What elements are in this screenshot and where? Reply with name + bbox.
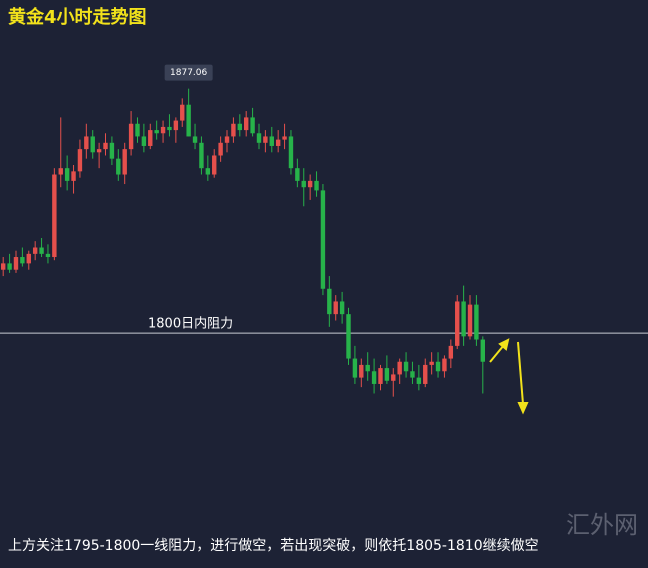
candle-body (371, 371, 377, 384)
candle-body (435, 361, 441, 372)
candle-body (116, 158, 121, 175)
candle-body (250, 117, 255, 134)
candle-body (96, 149, 102, 153)
candle-body (141, 136, 147, 146)
candle-body (103, 142, 108, 150)
candle-body (327, 288, 332, 315)
candle-body (192, 136, 198, 143)
high-label: 1877.06 (170, 68, 207, 78)
candle-body (378, 368, 383, 384)
candle-body (391, 374, 396, 381)
candle-body (237, 123, 243, 131)
candle-body (39, 247, 44, 254)
candle-body (474, 304, 479, 340)
candle-body (448, 345, 454, 359)
candle-body (180, 104, 185, 121)
high-label-box (164, 64, 213, 81)
candle-body (320, 190, 326, 289)
candle-body (218, 142, 223, 156)
candle-body (429, 361, 434, 365)
candle-body (269, 136, 274, 146)
candle-body (20, 257, 25, 264)
candle-body (71, 171, 76, 181)
candle-body (301, 180, 306, 188)
candle-body (339, 301, 345, 315)
candle-body (84, 136, 89, 150)
candle-body (90, 136, 95, 153)
candle-body (467, 304, 473, 337)
candle-body (263, 136, 268, 143)
candle-body (480, 339, 486, 362)
candle-body (314, 180, 319, 191)
candle-body (224, 136, 230, 143)
candle-body (122, 149, 127, 175)
candle-body (282, 136, 287, 140)
arrow-down (517, 341, 529, 415)
candle-body (455, 301, 460, 346)
candle-body (410, 371, 415, 378)
resistance-label: 1800日内阻力 (148, 316, 233, 332)
candle-body (160, 126, 166, 134)
candle-body (256, 133, 262, 143)
watermark: 汇外网 (566, 511, 638, 539)
candle-body (359, 364, 364, 378)
candle-body (7, 263, 12, 270)
candle-body (365, 364, 370, 372)
candle-body (154, 130, 159, 134)
candle-body (167, 126, 172, 131)
candle-body (128, 123, 134, 150)
candle-body (173, 120, 179, 131)
candle-body (397, 361, 402, 375)
candle-body (186, 104, 191, 137)
chart-title: 黄金4小时走势图 (8, 6, 147, 28)
caption: 上方关注1795-1800一线阻力，进行做空，若出现突破，则依托1805-181… (8, 537, 539, 554)
candle-body (26, 253, 31, 264)
candle-body (212, 155, 217, 175)
candle-body (52, 174, 57, 258)
candle-body (442, 358, 447, 372)
candle-body (384, 368, 390, 381)
candle-body (288, 136, 294, 169)
candle-body (64, 168, 70, 181)
candle-body (205, 168, 211, 175)
candle-body (295, 168, 300, 181)
candle-body (77, 149, 83, 172)
candle-body (231, 123, 236, 137)
candle-body (275, 139, 281, 146)
candle-body (333, 301, 338, 315)
candle-body (45, 253, 51, 258)
candle-body (13, 257, 19, 270)
candle-body (199, 142, 204, 169)
candle-body (0, 263, 6, 270)
candle-body (109, 142, 115, 159)
candle-body (148, 130, 153, 146)
candle-body (32, 247, 38, 254)
candle-body (307, 180, 313, 188)
candle-body (423, 364, 428, 384)
candle-body (461, 301, 466, 337)
arrow-up (489, 338, 510, 363)
candle-body (135, 123, 140, 137)
candle-body (346, 314, 351, 359)
candle-body (416, 377, 422, 384)
candle-body (243, 117, 249, 131)
candle-body (403, 361, 409, 372)
candle-body (58, 168, 63, 175)
candle-body (352, 358, 358, 378)
